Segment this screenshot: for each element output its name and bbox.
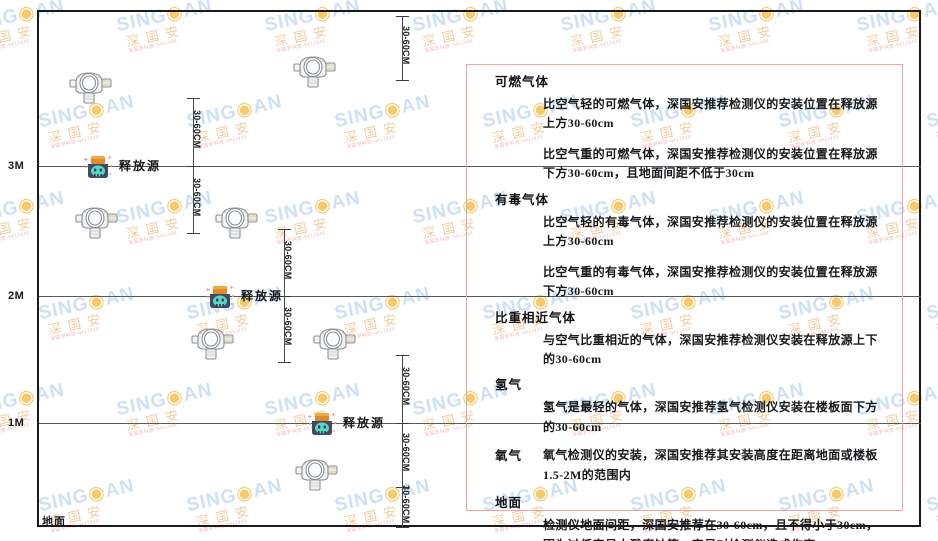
dimension-label: 30-60CM (401, 367, 411, 406)
release-source-icon (81, 153, 115, 183)
ground-label: 地面 (42, 516, 66, 528)
recommendation-panel: 可燃气体比空气轻的可燃气体，深国安推荐检测仪的安装位置在释放源上方30-60cm… (466, 64, 903, 541)
panel-section-paragraph: 氢气是最轻的气体，深国安推荐氢气检测仪安装在楼板面下方的30-60cm (543, 400, 878, 434)
release-source-label: 释放源 (241, 289, 284, 303)
panel-section-paragraph: 与空气比重相近的气体，深国安推荐检测仪安装在释放源上下的30-60cm (543, 332, 878, 366)
dimension-tick (278, 229, 291, 230)
panel-section: 氢气氢气是最轻的气体，深国安推荐氢气检测仪安装在楼板面下方的30-60cm (481, 378, 888, 437)
dimension-line (193, 98, 194, 166)
gas-detector-icon (66, 68, 114, 106)
dimension-tick (396, 527, 409, 528)
panel-section-paragraph: 比空气轻的有毒气体，深国安推荐检测仪的安装位置在释放源上方30-60cm (543, 214, 878, 249)
dimension-tick (396, 16, 409, 17)
panel-section-paragraph: 比空气重的可燃气体，深国安推荐检测仪的安装位置在释放源下方30-60cm，且地面… (543, 146, 878, 181)
gas-detector-icon (212, 203, 260, 241)
dimension-tick (396, 80, 409, 81)
panel-section-heading: 可燃气体 (495, 75, 550, 89)
dimension-line (284, 229, 285, 296)
panel-section: 氧气 氧气检测仪的安装，深国安推荐其安装高度在距离地面或楼板1.5-2M的范围内 (481, 446, 888, 485)
dimension-tick (278, 362, 291, 363)
dimension-label: 30-60CM (283, 240, 293, 279)
panel-section: 可燃气体比空气轻的可燃气体，深国安推荐检测仪的安装位置在释放源上方30-60cm… (481, 75, 888, 184)
panel-section-paragraph: 比空气重的有毒气体，深国安推荐检测仪的安装位置在释放源下方30-60cm (543, 264, 878, 299)
gas-detector-icon (310, 324, 358, 362)
dimension-label: 30-60CM (192, 110, 202, 149)
dimension-line (402, 423, 403, 487)
dimension-label: 30-60CM (401, 433, 411, 472)
axis-line-1m (39, 423, 921, 424)
dimension-label: 30-60CM (401, 485, 411, 524)
release-source-label: 释放源 (343, 416, 386, 430)
panel-section-heading: 有毒气体 (495, 192, 550, 207)
dimension-tick (396, 355, 409, 356)
gas-detector-icon (72, 203, 120, 241)
panel-section: 有毒气体比空气轻的有毒气体，深国安推荐检测仪的安装位置在释放源上方30-60cm… (481, 193, 888, 302)
axis-label-3m: 3M (8, 160, 25, 172)
release-source-icon (305, 410, 339, 440)
gas-detector-icon (290, 52, 338, 90)
panel-section-heading: 氢气 (495, 378, 523, 393)
panel-section-paragraph: 检测仪地面间距，深国安推荐在30-60cm，且不得小于30cm，因为过低容易水溅… (543, 518, 879, 541)
dimension-tick (396, 423, 409, 424)
dimension-tick (187, 166, 200, 167)
dimension-line (402, 355, 403, 423)
gas-detector-icon (188, 324, 236, 362)
axis-line-2m (39, 296, 921, 297)
dimension-line (402, 487, 403, 527)
dimension-tick (187, 98, 200, 99)
release-source-label: 释放源 (119, 159, 162, 173)
panel-section-heading: 比重相近气体 (495, 310, 577, 325)
dimension-line (402, 16, 403, 80)
axis-label-2m: 2M (8, 290, 25, 302)
panel-section: 比重相近气体与空气比重相近的气体，深国安推荐检测仪安装在释放源上下的30-60c… (481, 311, 888, 370)
panel-section-paragraph: 氧气检测仪的安装，深国安推荐其安装高度在距离地面或楼板1.5-2M的范围内 (543, 448, 878, 482)
dimension-tick (396, 487, 409, 488)
release-source-icon (203, 283, 237, 313)
dimension-label: 30-60CM (192, 177, 202, 216)
dimension-line (284, 296, 285, 362)
dimension-tick (278, 296, 291, 297)
dimension-label: 30-60CM (401, 26, 411, 65)
panel-section-heading: 地面 (495, 496, 523, 511)
gas-detector-icon (292, 455, 340, 493)
panel-section-heading: 氧气 (495, 449, 523, 464)
axis-line-3m (39, 166, 921, 167)
panel-section-paragraph: 比空气轻的可燃气体，深国安推荐检测仪的安装位置在释放源上方30-60cm (543, 97, 878, 131)
panel-section: 地面检测仪地面间距，深国安推荐在30-60cm，且不得小于30cm，因为过低容易… (481, 496, 888, 541)
dimension-tick (187, 233, 200, 234)
axis-label-1m: 1M (8, 417, 25, 429)
dimension-label: 30-60CM (283, 307, 293, 346)
dimension-line (193, 166, 194, 233)
diagram-frame (37, 10, 921, 527)
